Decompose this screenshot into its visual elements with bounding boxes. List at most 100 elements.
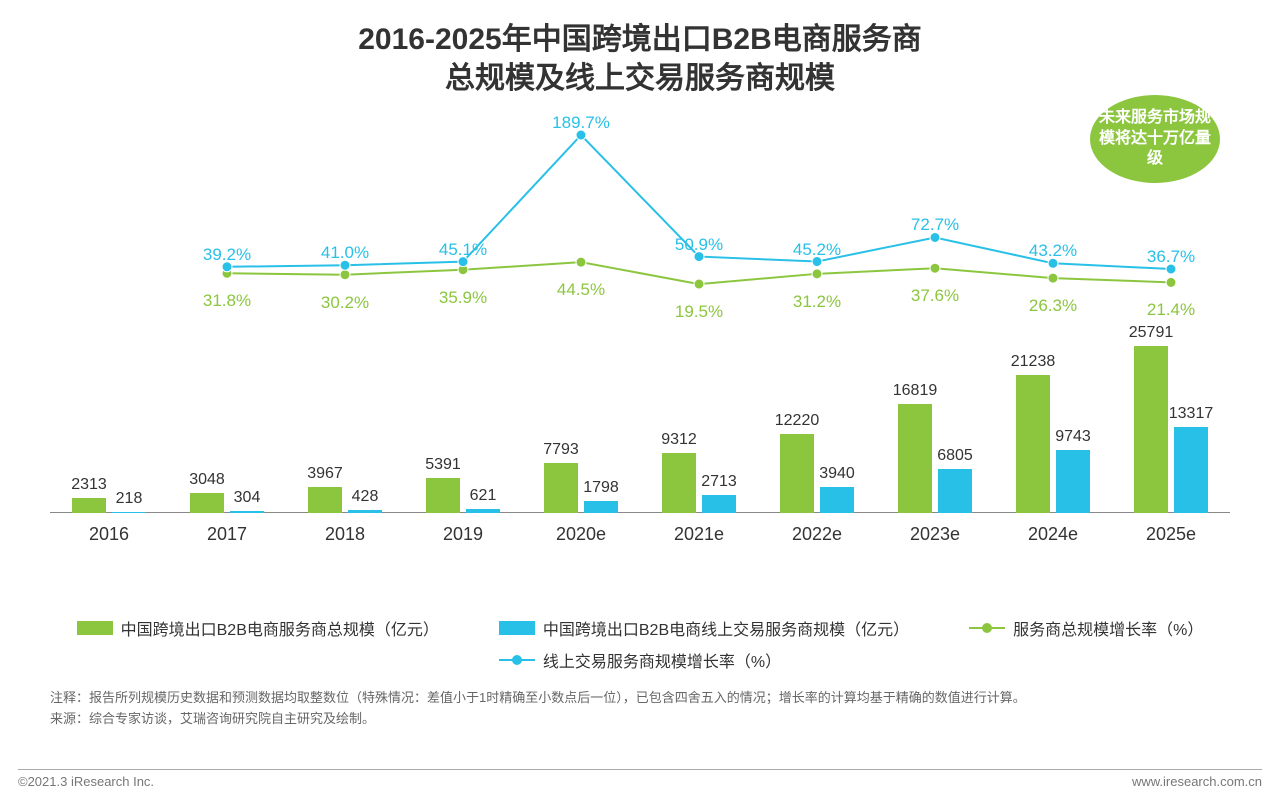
- bar-value-label: 9743: [1055, 428, 1091, 446]
- note-line-1: 注释：报告所列规模历史数据和预测数据均取整数位（特殊情况：差值小于1时精确至小数…: [50, 688, 1230, 709]
- copyright: ©2021.3 iResearch Inc.: [18, 774, 154, 789]
- line-value-label: 39.2%: [203, 245, 251, 265]
- line-value-label: 30.2%: [321, 293, 369, 313]
- line-value-label: 189.7%: [552, 113, 610, 133]
- bars-wrap: 2579113317: [1134, 346, 1208, 513]
- x-axis-label: 2016: [89, 524, 129, 545]
- bars-wrap: 5391 621: [426, 478, 500, 513]
- bar-value-label: 3940: [819, 465, 855, 483]
- line-marker: [812, 269, 822, 279]
- legend-item: 中国跨境出口B2B电商服务商总规模（亿元）: [77, 616, 439, 640]
- bar: 16819: [898, 404, 932, 513]
- bar-value-label: 621: [470, 487, 497, 505]
- line-value-label: 43.2%: [1029, 241, 1077, 261]
- title-line-1: 2016-2025年中国跨境出口B2B电商服务商: [358, 23, 921, 56]
- x-axis-label: 2020e: [556, 524, 606, 545]
- bar: 304: [230, 511, 264, 513]
- x-axis-label: 2025e: [1146, 524, 1196, 545]
- page-footer: ©2021.3 iResearch Inc. www.iresearch.com…: [18, 769, 1262, 789]
- legend-line-icon: [969, 627, 1005, 629]
- line-marker: [340, 270, 350, 280]
- x-axis-label: 2018: [325, 524, 365, 545]
- bar-value-label: 3048: [189, 471, 225, 489]
- line-marker: [1166, 277, 1176, 287]
- legend-swatch: [499, 621, 535, 635]
- chart-area: 31.8%30.2%35.9%44.5%19.5%31.2%37.6%26.3%…: [50, 108, 1230, 568]
- line-value-label: 45.1%: [439, 240, 487, 260]
- x-axis-label: 2019: [443, 524, 483, 545]
- bar: 5391: [426, 478, 460, 513]
- bar-value-label: 428: [352, 488, 379, 506]
- line-marker: [1048, 273, 1058, 283]
- x-axis-label: 2017: [207, 524, 247, 545]
- bar-value-label: 13317: [1169, 405, 1214, 423]
- bar-value-label: 6805: [937, 447, 973, 465]
- bars-wrap: 12220 3940: [780, 434, 854, 513]
- line-value-label: 31.8%: [203, 291, 251, 311]
- line-value-label: 35.9%: [439, 288, 487, 308]
- legend-swatch: [77, 621, 113, 635]
- bar: 12220: [780, 434, 814, 513]
- bar-value-label: 9312: [661, 431, 697, 449]
- bar-value-label: 2713: [701, 473, 737, 491]
- line-value-label: 44.5%: [557, 280, 605, 300]
- line-value-label: 41.0%: [321, 243, 369, 263]
- bar-value-label: 304: [234, 489, 261, 507]
- note-line-2: 来源：综合专家访谈，艾瑞咨询研究院自主研究及绘制。: [50, 709, 1230, 730]
- bars-wrap: 9312 2713: [662, 453, 736, 513]
- line-value-label: 45.2%: [793, 240, 841, 260]
- bar-value-label: 25791: [1129, 324, 1174, 342]
- chart-container: 2016-2025年中国跨境出口B2B电商服务商 总规模及线上交易服务商规模 未…: [0, 0, 1280, 740]
- line-zone: 31.8%30.2%35.9%44.5%19.5%31.2%37.6%26.3%…: [50, 108, 1230, 313]
- legend-item: 线上交易服务商规模增长率（%）: [499, 648, 781, 672]
- footnotes: 注释：报告所列规模历史数据和预测数据均取整数位（特殊情况：差值小于1时精确至小数…: [50, 688, 1230, 730]
- chart-title: 2016-2025年中国跨境出口B2B电商服务商 总规模及线上交易服务商规模: [50, 20, 1230, 98]
- bar: 1798: [584, 501, 618, 513]
- bar-value-label: 3967: [307, 465, 343, 483]
- bar-value-label: 5391: [425, 456, 461, 474]
- bar-value-label: 1798: [583, 479, 619, 497]
- bar-value-label: 7793: [543, 441, 579, 459]
- line-marker: [694, 279, 704, 289]
- bar-value-label: 2313: [71, 476, 107, 494]
- bar: 25791: [1134, 346, 1168, 513]
- bar-value-label: 21238: [1011, 353, 1056, 371]
- bar: 218: [112, 512, 146, 513]
- legend-label: 线上交易服务商规模增长率（%）: [543, 648, 781, 672]
- bar: 2313: [72, 498, 106, 513]
- bar: 21238: [1016, 375, 1050, 513]
- line-svg: [50, 108, 1230, 313]
- line-marker: [930, 263, 940, 273]
- line-value-label: 50.9%: [675, 235, 723, 255]
- line-marker: [576, 257, 586, 267]
- legend-line-icon: [499, 659, 535, 661]
- bar-value-label: 16819: [893, 382, 938, 400]
- bars-wrap: 77931798: [544, 463, 618, 514]
- line-value-label: 37.6%: [911, 286, 959, 306]
- bar-value-label: 12220: [775, 412, 820, 430]
- bars-wrap: 212389743: [1016, 375, 1090, 513]
- bar: 621: [466, 509, 500, 513]
- legend-label: 服务商总规模增长率（%）: [1013, 616, 1203, 640]
- bars-wrap: 168196805: [898, 404, 972, 513]
- bar: 2713: [702, 495, 736, 513]
- x-axis-label: 2021e: [674, 524, 724, 545]
- bar: 13317: [1174, 427, 1208, 513]
- x-axis-label: 2023e: [910, 524, 960, 545]
- bars-wrap: 2313 218: [72, 498, 146, 513]
- legend-label: 中国跨境出口B2B电商服务商总规模（亿元）: [121, 616, 439, 640]
- x-axis-label: 2022e: [792, 524, 842, 545]
- bar: 9743: [1056, 450, 1090, 513]
- source-url: www.iresearch.com.cn: [1132, 774, 1262, 789]
- x-axis-label: 2024e: [1028, 524, 1078, 545]
- bar: 3967: [308, 487, 342, 513]
- bar: 3048: [190, 493, 224, 513]
- title-line-2: 总规模及线上交易服务商规模: [445, 62, 835, 95]
- legend: 中国跨境出口B2B电商服务商总规模（亿元） 中国跨境出口B2B电商线上交易服务商规…: [50, 616, 1230, 672]
- legend-item: 中国跨境出口B2B电商线上交易服务商规模（亿元）: [499, 616, 909, 640]
- bar: 9312: [662, 453, 696, 513]
- bar: 6805: [938, 469, 972, 513]
- bar-zone: 2313218201630483042017396742820185391621…: [50, 313, 1230, 513]
- line-value-label: 36.7%: [1147, 247, 1195, 267]
- legend-item: 服务商总规模增长率（%）: [969, 616, 1203, 640]
